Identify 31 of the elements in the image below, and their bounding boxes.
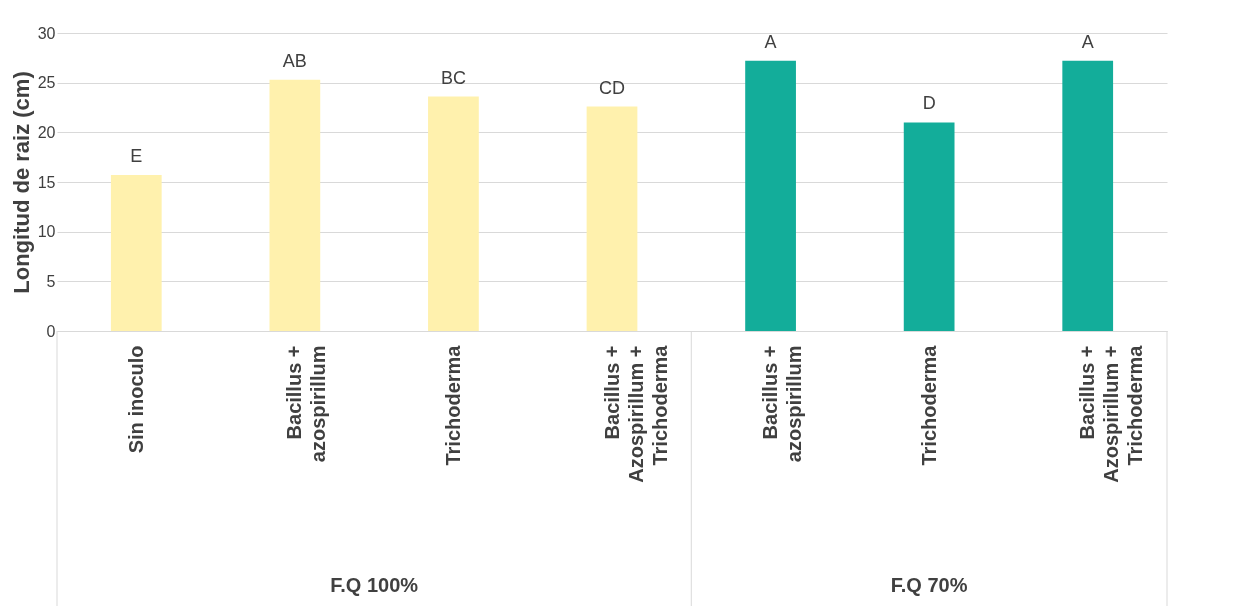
bar bbox=[745, 60, 796, 331]
bar bbox=[428, 96, 479, 331]
y-tick-label: 20 bbox=[37, 123, 56, 141]
y-tick-label: 25 bbox=[37, 74, 56, 92]
bar bbox=[110, 175, 162, 331]
y-tick-label: 30 bbox=[37, 24, 56, 42]
data-label: E bbox=[130, 146, 143, 167]
y-axis-title: Longitud de raiz (cm) bbox=[8, 71, 34, 294]
y-tick-label: 0 bbox=[46, 322, 56, 340]
data-label: A bbox=[764, 31, 777, 52]
x-tick-label: Sin inoculo bbox=[124, 345, 147, 454]
x-tick-label: Bacillus + Azospirillum + Trichoderma bbox=[1076, 344, 1147, 483]
x-tick-label: Trichoderma bbox=[917, 344, 940, 466]
data-label: CD bbox=[599, 77, 625, 98]
data-label: AB bbox=[282, 50, 307, 71]
y-tick-label: 15 bbox=[37, 173, 56, 191]
data-label: A bbox=[1081, 31, 1094, 52]
text: F.Q 100% bbox=[330, 574, 419, 596]
x-tick-label: Bacillus + Azospirillum + Trichoderma bbox=[600, 344, 671, 483]
bar bbox=[586, 106, 638, 331]
y-tick-label: 10 bbox=[37, 223, 56, 241]
text: F.Q 70% bbox=[890, 574, 968, 596]
bar bbox=[903, 122, 955, 331]
x-tick-label: Trichoderma bbox=[441, 344, 464, 466]
y-tick-label: 5 bbox=[46, 272, 56, 290]
bar bbox=[1062, 60, 1114, 331]
data-label: BC bbox=[440, 67, 466, 88]
data-label: D bbox=[922, 93, 936, 114]
x-tick-label: Bacillus + azospirillum bbox=[283, 345, 330, 463]
x-tick-label: Bacillus + azospirillum bbox=[759, 345, 806, 463]
bar bbox=[269, 79, 321, 331]
